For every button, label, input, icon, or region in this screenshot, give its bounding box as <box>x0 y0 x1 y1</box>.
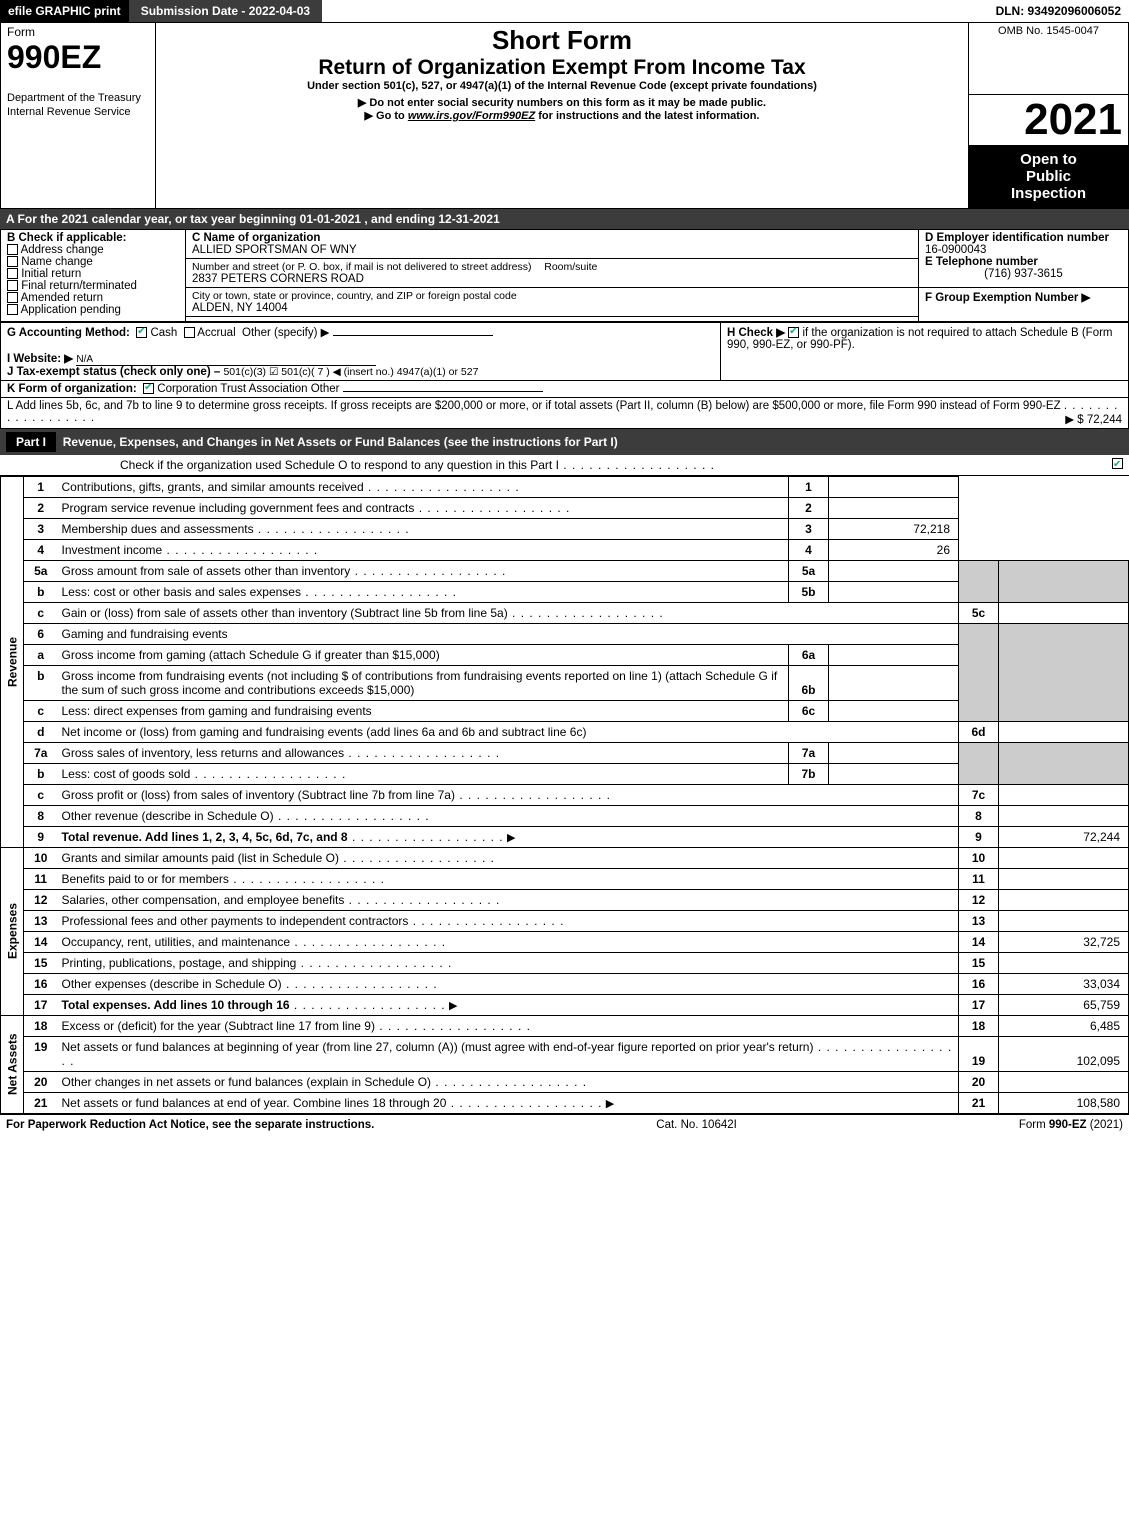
section-l-text: L Add lines 5b, 6c, and 7b to line 9 to … <box>7 400 1061 412</box>
ein: 16-0900043 <box>925 244 986 256</box>
top-bar: efile GRAPHIC print Submission Date - 20… <box>0 0 1129 22</box>
chk-name-change[interactable] <box>7 256 18 267</box>
website: N/A <box>76 354 376 366</box>
expenses-label: Expenses <box>1 847 24 1015</box>
line-desc: Contributions, gifts, grants, and simila… <box>58 476 789 497</box>
section-e-label: E Telephone number <box>925 256 1038 268</box>
cat-no: Cat. No. 10642I <box>374 1119 1019 1131</box>
paperwork-notice: For Paperwork Reduction Act Notice, see … <box>6 1119 374 1131</box>
phone: (716) 937-3615 <box>925 268 1122 280</box>
goto-line: ▶ Go to www.irs.gov/Form990EZ for instru… <box>162 109 962 122</box>
section-i-label: I Website: ▶ <box>7 353 73 365</box>
efile-print-button[interactable]: efile GRAPHIC print <box>0 0 129 22</box>
chk-app-pending[interactable] <box>7 304 18 315</box>
ghijk-block: G Accounting Method: Cash Accrual Other … <box>0 322 1129 429</box>
section-d-label: D Employer identification number <box>925 232 1109 244</box>
part1-table: Revenue 1 Contributions, gifts, grants, … <box>0 476 1129 1114</box>
subtitle: Under section 501(c), 527, or 4947(a)(1)… <box>162 80 962 92</box>
tax-exempt-opts: 501(c)(3) ☑ 501(c)( 7 ) ◀ (insert no.) 4… <box>223 366 478 378</box>
submission-date: Submission Date - 2022-04-03 <box>129 0 322 22</box>
total-revenue: 72,244 <box>999 826 1129 847</box>
part1-badge: Part I <box>6 432 56 452</box>
org-info-block: B Check if applicable: Address change Na… <box>0 229 1129 322</box>
section-k-label: K Form of organization: <box>7 383 137 395</box>
excess-deficit: 6,485 <box>999 1015 1129 1036</box>
chk-cash[interactable] <box>136 327 147 338</box>
beginning-balance: 102,095 <box>999 1036 1129 1071</box>
occupancy: 32,725 <box>999 931 1129 952</box>
section-h-label: H Check ▶ <box>727 327 785 339</box>
line-ref: 1 <box>789 476 829 497</box>
chk-corp[interactable] <box>143 383 154 394</box>
section-h-text: if the organization is not required to a… <box>727 327 1113 351</box>
section-b-label: B Check if applicable: <box>7 232 127 244</box>
revenue-label: Revenue <box>1 476 24 847</box>
gross-receipts: ▶ $ 72,244 <box>1065 412 1122 426</box>
addr-label: Number and street (or P. O. box, if mail… <box>192 261 531 273</box>
part1-header: Part I Revenue, Expenses, and Changes in… <box>0 429 1129 455</box>
city-label: City or town, state or province, country… <box>192 290 517 302</box>
irs-link[interactable]: www.irs.gov/Form990EZ <box>408 110 535 122</box>
dept-irs: Internal Revenue Service <box>7 106 131 118</box>
ending-balance: 108,580 <box>999 1092 1129 1113</box>
section-g-label: G Accounting Method: <box>7 327 130 339</box>
membership-dues: 72,218 <box>829 518 959 539</box>
chk-schedule-b[interactable] <box>788 327 799 338</box>
chk-final-return[interactable] <box>7 280 18 291</box>
form-word: Form <box>7 25 35 39</box>
line-value <box>829 476 959 497</box>
investment-income: 26 <box>829 539 959 560</box>
title-return: Return of Organization Exempt From Incom… <box>162 56 962 80</box>
tax-year: 2021 <box>969 95 1128 145</box>
form-header: Form 990EZ Department of the Treasury In… <box>0 22 1129 209</box>
chk-initial-return[interactable] <box>7 268 18 279</box>
chk-schedule-o[interactable] <box>1112 458 1123 469</box>
city-state-zip: ALDEN, NY 14004 <box>192 302 288 314</box>
form-org-opts: Corporation Trust Association Other <box>157 383 339 395</box>
dln: DLN: 93492096006052 <box>988 0 1129 22</box>
part1-check-line: Check if the organization used Schedule … <box>0 455 1129 476</box>
part1-title: Revenue, Expenses, and Changes in Net As… <box>63 435 618 449</box>
chk-accrual[interactable] <box>184 327 195 338</box>
section-a-taxyear: A For the 2021 calendar year, or tax yea… <box>0 209 1129 229</box>
section-f-label: F Group Exemption Number ▶ <box>925 292 1090 304</box>
form-ref: Form 990-EZ (2021) <box>1019 1119 1123 1131</box>
org-name: ALLIED SPORTSMAN OF WNY <box>192 244 357 256</box>
street-address: 2837 PETERS CORNERS ROAD <box>192 273 364 285</box>
other-expenses: 33,034 <box>999 973 1129 994</box>
page-footer: For Paperwork Reduction Act Notice, see … <box>0 1114 1129 1135</box>
dept-treasury: Department of the Treasury <box>7 92 141 104</box>
total-expenses: 65,759 <box>999 994 1129 1015</box>
open-public-badge: Open toPublicInspection <box>969 145 1128 208</box>
room-label: Room/suite <box>544 261 597 273</box>
chk-address-change[interactable] <box>7 244 18 255</box>
netassets-label: Net Assets <box>1 1015 24 1113</box>
section-j-label: J Tax-exempt status (check only one) – <box>7 366 220 378</box>
line-num: 1 <box>24 476 58 497</box>
section-c-label: C Name of organization <box>192 232 320 244</box>
title-short-form: Short Form <box>162 25 962 56</box>
form-number: 990EZ <box>7 39 101 75</box>
omb-number: OMB No. 1545-0047 <box>969 23 1129 95</box>
chk-amended[interactable] <box>7 292 18 303</box>
ssn-warning: ▶ Do not enter social security numbers o… <box>162 96 962 109</box>
